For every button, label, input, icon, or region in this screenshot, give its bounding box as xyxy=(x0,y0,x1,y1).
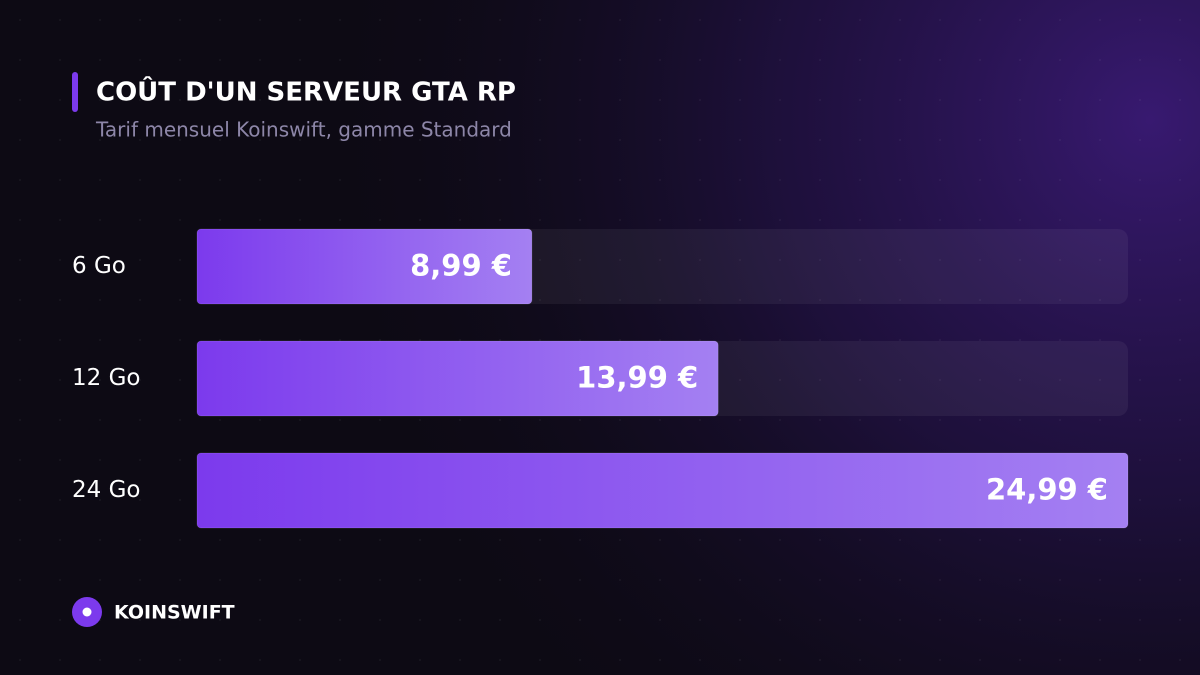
value-label: 13,99 € xyxy=(576,361,698,395)
brand-name: KOINSWIFT xyxy=(114,602,235,624)
bar xyxy=(196,452,1129,529)
title-accent xyxy=(72,72,78,112)
value-label: 24,99 € xyxy=(986,473,1108,507)
bars: 6 Go 8,99 € 12 Go 13,99 € 24 Go 24,99 € xyxy=(72,228,1129,529)
value-label: 8,99 € xyxy=(410,249,512,283)
brand-logo-dot xyxy=(82,607,92,617)
bar xyxy=(196,228,533,305)
chart-subtitle: Tarif mensuel Koinswift, gamme Standard xyxy=(95,118,512,142)
category-label: 12 Go xyxy=(72,365,140,391)
category-label: 24 Go xyxy=(72,477,140,503)
bar xyxy=(196,340,719,417)
category-label: 6 Go xyxy=(72,253,126,279)
chart-title: COÛT D'UN SERVEUR GTA RP xyxy=(96,76,516,108)
